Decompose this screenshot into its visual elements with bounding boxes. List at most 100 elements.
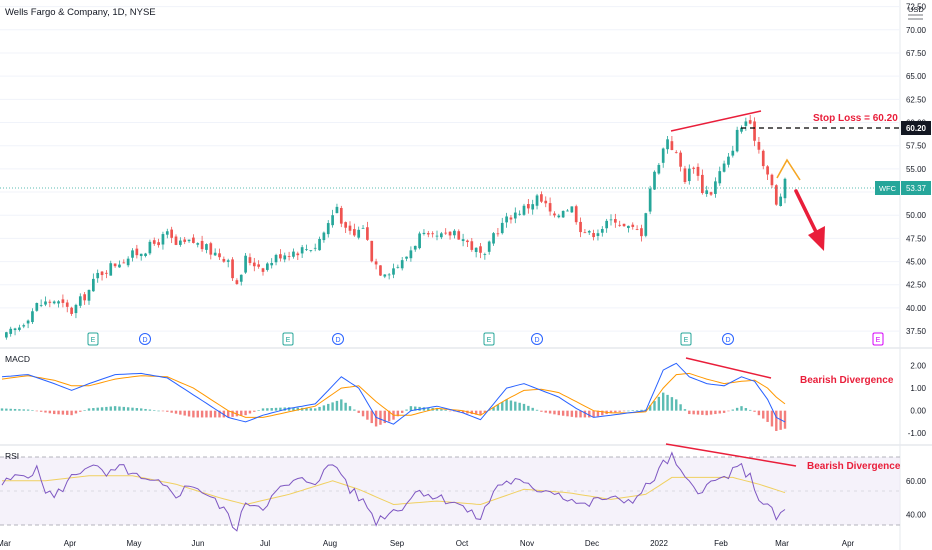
macd-histogram-bar: [279, 407, 282, 411]
candle-body: [653, 171, 656, 190]
candle-body: [9, 328, 13, 334]
candle-body: [109, 263, 113, 276]
candle-body: [470, 241, 474, 250]
macd-signal-line: [1, 372, 786, 418]
candle-body: [392, 268, 395, 275]
candle-body: [353, 229, 356, 236]
candle-body: [39, 304, 43, 306]
macd-histogram-bar: [775, 410, 778, 431]
macd-histogram-bar: [435, 408, 439, 411]
candle-body: [179, 240, 182, 245]
candle-body: [283, 255, 287, 260]
candle-body: [670, 141, 674, 151]
candle-body: [26, 320, 30, 324]
orange-arrow-icon: [776, 158, 801, 181]
earnings-marker-icon[interactable]: [87, 332, 99, 346]
earnings-marker-icon[interactable]: [282, 332, 294, 346]
dividend-marker-icon[interactable]: [139, 333, 151, 345]
rsi-tick-label: 60.00: [906, 477, 927, 486]
candle-body: [183, 239, 187, 242]
macd-histogram-bar: [131, 407, 134, 411]
macd-histogram-bar: [592, 410, 595, 418]
candle-body: [548, 203, 552, 212]
candle-body: [161, 234, 165, 245]
macd-histogram-bar: [22, 409, 25, 411]
candle-body: [157, 242, 160, 246]
candle-body: [570, 206, 574, 213]
macd-histogram-bar: [240, 410, 243, 416]
currency-label: USD: [908, 5, 924, 14]
candle-body: [165, 231, 169, 235]
macd-histogram-bar: [614, 410, 617, 413]
earnings-marker-icon[interactable]: [872, 332, 884, 346]
dividend-marker-icon[interactable]: [332, 333, 344, 345]
candle-body: [270, 262, 274, 266]
macd-histogram-bar: [731, 409, 734, 411]
event-marker-letter: E: [876, 337, 881, 344]
macd-histogram-bar: [153, 410, 156, 411]
macd-histogram-bar: [113, 406, 117, 411]
candle-body: [170, 229, 173, 238]
earnings-marker-icon[interactable]: [680, 332, 692, 346]
event-marker-letter: E: [91, 337, 96, 344]
event-marker-letter: E: [684, 337, 689, 344]
candle-body: [313, 247, 317, 249]
macd-histogram-bar: [618, 410, 621, 412]
macd-histogram-bar: [561, 410, 565, 416]
macd-histogram-bar: [327, 403, 330, 411]
candle-body: [770, 174, 774, 186]
macd-histogram-bar: [444, 409, 447, 411]
macd-histogram-bar: [522, 403, 526, 411]
candle-body: [148, 241, 152, 254]
candle-body: [35, 303, 39, 311]
macd-histogram-bar: [0, 408, 4, 411]
macd-histogram-bar: [722, 410, 726, 413]
candle-body: [244, 255, 247, 273]
candle-body: [566, 210, 569, 212]
macd-histogram-bar: [414, 406, 417, 411]
macd-histogram-bar: [122, 406, 125, 411]
macd-line: [1, 362, 786, 425]
macd-histogram-bar: [361, 410, 365, 417]
candle-body: [305, 249, 308, 251]
macd-histogram-bar: [718, 410, 721, 414]
event-marker-letter: D: [142, 337, 147, 344]
candle-body: [540, 194, 543, 202]
macd-tick-label: -1.00: [908, 429, 927, 438]
candle-body: [766, 166, 769, 175]
macd-histogram-bar: [192, 410, 195, 418]
time-tick-label: Mar: [775, 539, 789, 548]
macd-histogram-bar: [48, 410, 52, 414]
dividend-marker-icon[interactable]: [531, 333, 543, 345]
symbol-tag-text: WFC: [879, 184, 897, 193]
macd-histogram-bar: [692, 410, 695, 415]
macd-histogram-bar: [287, 407, 291, 411]
candle-body: [266, 263, 269, 270]
candle-body: [44, 301, 47, 305]
candle-body: [692, 167, 695, 169]
rsi-divergence-line: [665, 443, 797, 467]
macd-histogram-bar: [496, 404, 500, 411]
candle-body: [466, 240, 469, 243]
candle-body: [731, 150, 735, 156]
macd-histogram-bar: [461, 410, 465, 413]
macd-histogram-bar: [340, 399, 343, 411]
time-tick-label: Apr: [64, 539, 77, 548]
macd-histogram-bar: [79, 410, 82, 412]
macd-histogram-bar: [66, 410, 69, 415]
macd-histogram-bar: [535, 409, 539, 411]
candle-body: [144, 253, 147, 257]
candle-body: [579, 221, 582, 233]
candle-body: [83, 294, 86, 301]
candle-body: [557, 215, 561, 218]
candle-body: [196, 243, 200, 245]
earnings-marker-icon[interactable]: [483, 332, 495, 346]
macd-histogram-bar: [596, 410, 600, 417]
time-tick-label: Feb: [714, 539, 728, 548]
macd-histogram-bar: [5, 408, 8, 411]
candle-body: [348, 225, 352, 231]
dividend-marker-icon[interactable]: [722, 333, 734, 345]
macd-histogram-bar: [579, 410, 582, 418]
